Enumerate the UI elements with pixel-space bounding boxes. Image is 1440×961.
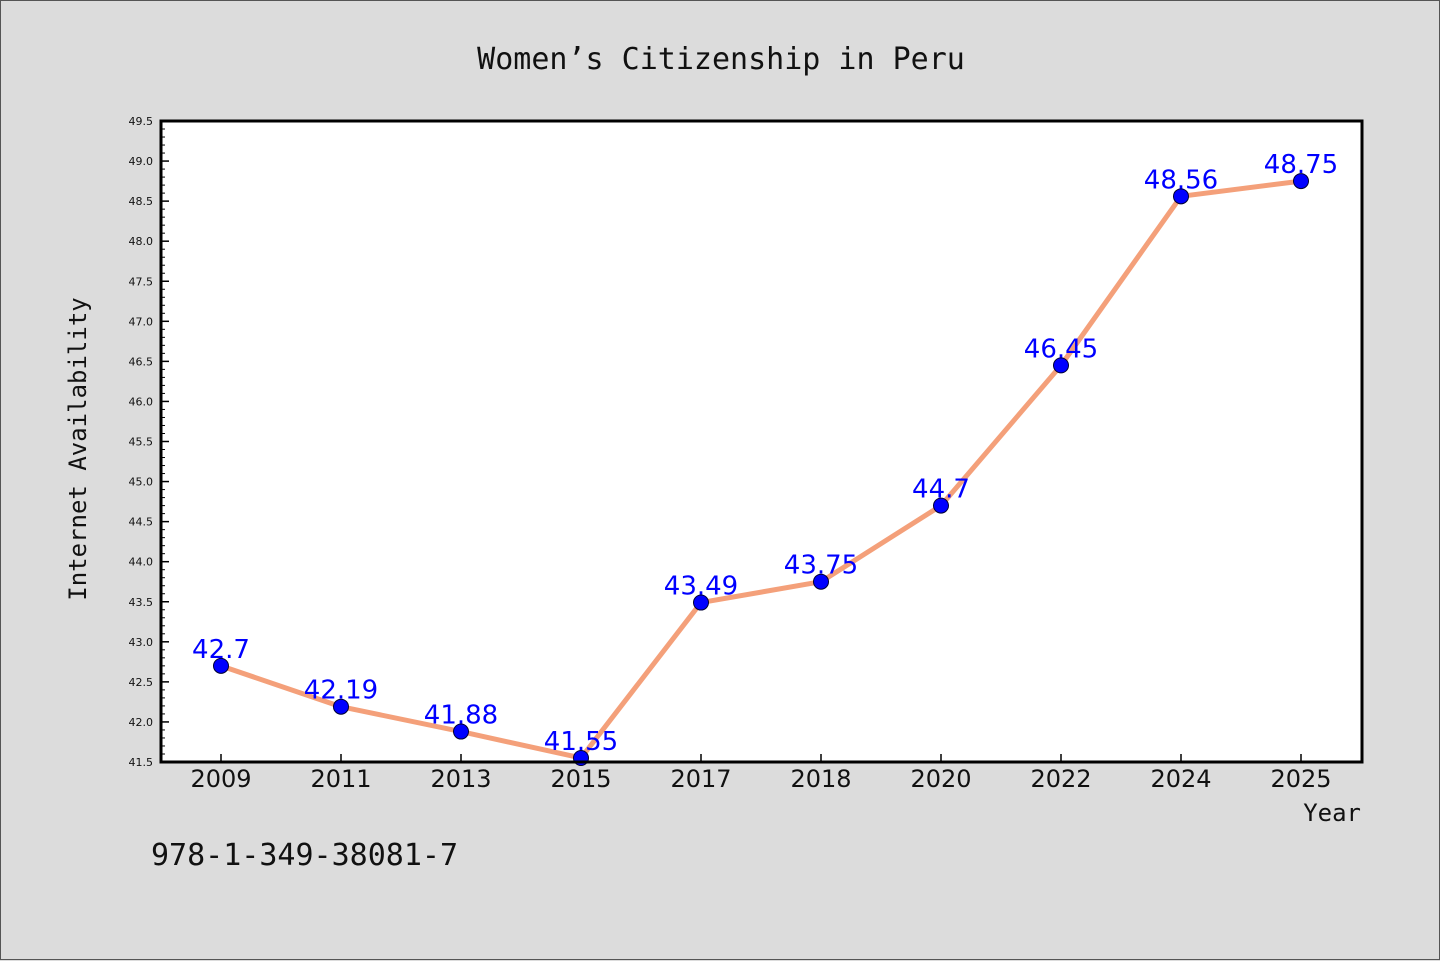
data-label: 42.19 <box>304 676 378 706</box>
x-axis-label: Year <box>1303 799 1361 827</box>
y-axis-label: Internet Availability <box>64 297 92 600</box>
data-label: 48.56 <box>1144 165 1218 195</box>
data-point <box>1293 173 1309 190</box>
y-tick-label: 46.0 <box>129 395 154 408</box>
data-labels: 42.7 42.19 41.88 41.55 43.49 43.75 44.7 46.45 48… <box>192 150 1338 757</box>
y-tick-label: 44.0 <box>129 556 154 569</box>
y-tick-label: 45.0 <box>129 476 154 489</box>
series-markers <box>213 173 1309 766</box>
data-label: 41.88 <box>424 701 498 731</box>
x-tick-label: 2017 <box>670 765 731 793</box>
x-tick-label: 2009 <box>190 765 251 793</box>
x-tick-label: 2011 <box>310 765 371 793</box>
y-tick-label: 49.0 <box>129 155 154 168</box>
y-tick-label: 42.5 <box>129 676 154 689</box>
y-tick-label: 43.5 <box>129 596 154 609</box>
plot-area <box>161 121 1362 762</box>
data-point <box>453 723 469 740</box>
y-tick-label: 44.5 <box>129 516 154 529</box>
y-tick-label: 47.5 <box>129 275 154 288</box>
y-tick-label: 48.0 <box>129 235 154 248</box>
y-tick-label: 47.0 <box>129 315 154 328</box>
y-tick-label: 46.5 <box>129 355 154 368</box>
y-tick-label: 49.5 <box>129 115 154 128</box>
data-label: 41.55 <box>544 727 618 757</box>
series-line <box>218 178 1304 761</box>
x-tick-label: 2015 <box>550 765 611 793</box>
data-point <box>213 657 229 674</box>
chart-title: Women’s Citizenship in Peru <box>477 42 965 77</box>
x-tick-label: 2013 <box>430 765 491 793</box>
y-tick-label: 43.0 <box>129 636 154 649</box>
data-point <box>933 497 949 514</box>
data-point <box>693 594 709 611</box>
data-label: 44.7 <box>912 475 970 505</box>
y-tick-label: 41.5 <box>129 756 154 769</box>
data-point <box>1053 357 1069 374</box>
data-label: 46.45 <box>1024 334 1098 364</box>
data-label: 43.75 <box>784 551 858 581</box>
x-tick-label: 2024 <box>1150 765 1211 793</box>
y-tick-label: 48.5 <box>129 195 154 208</box>
data-label: 42.7 <box>192 635 250 665</box>
plot-frame <box>159 119 1364 764</box>
y-tick-label: 42.0 <box>129 716 154 729</box>
data-point <box>333 698 349 715</box>
footnote-isbn: 978-1-349-38081-7 <box>151 838 458 873</box>
x-axis: 2009 2011 2013 2015 2017 2018 2020 2022 2024 2025 <box>190 754 1332 793</box>
y-tick-label: 45.5 <box>129 436 154 449</box>
x-tick-label: 2022 <box>1030 765 1091 793</box>
x-tick-label: 2018 <box>790 765 851 793</box>
data-label: 43.49 <box>664 572 738 602</box>
x-tick-label: 2020 <box>910 765 971 793</box>
data-point <box>1173 188 1189 205</box>
data-label: 48.75 <box>1264 150 1338 180</box>
data-point <box>813 573 829 590</box>
x-tick-label: 2025 <box>1270 765 1331 793</box>
